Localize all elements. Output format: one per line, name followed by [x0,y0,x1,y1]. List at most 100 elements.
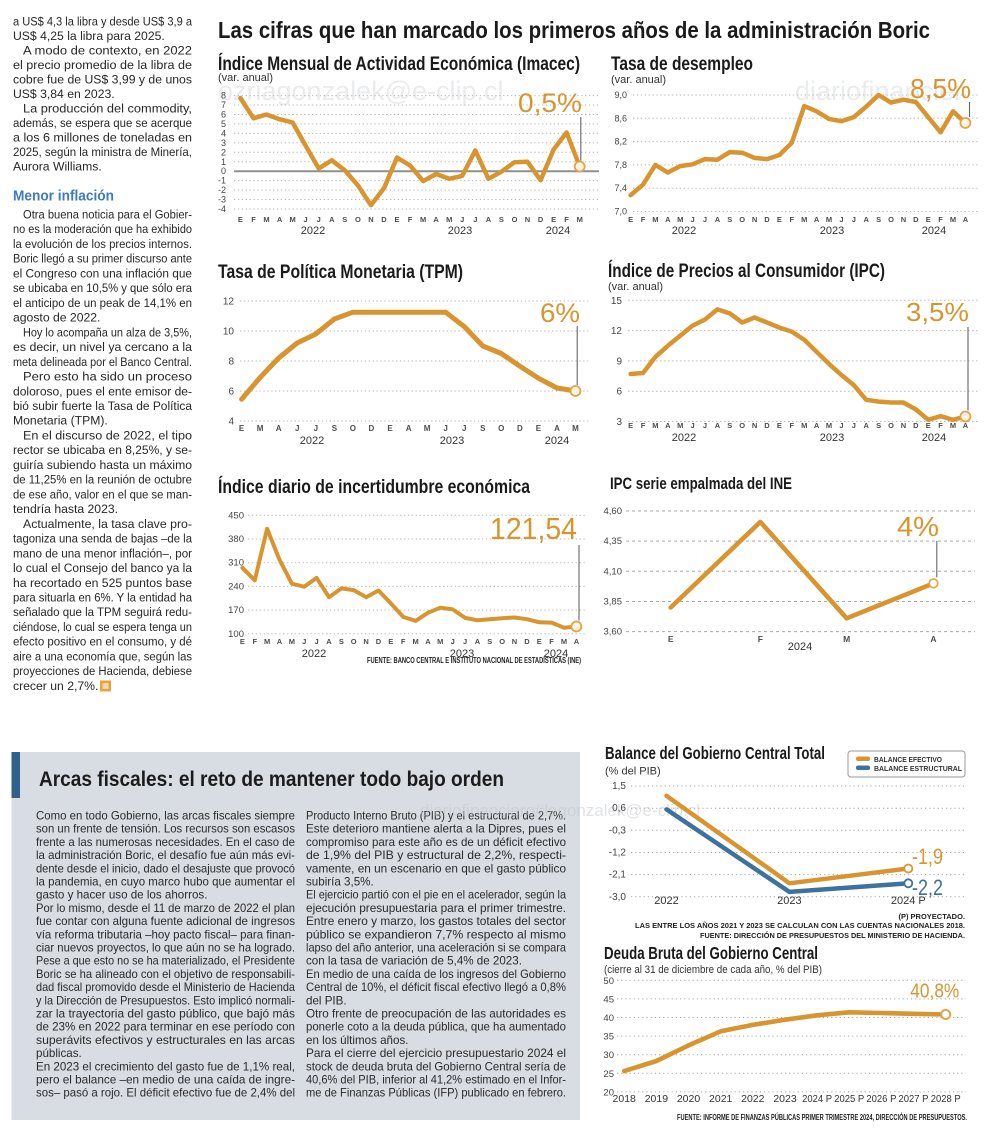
svg-text:(var. anual): (var. anual) [611,74,666,86]
svg-text:de 11,25% en la reunión de oct: de 11,25% en la reunión de octubre [13,473,192,487]
svg-text:S: S [727,215,732,224]
svg-text:lapso del año anterior, una ac: lapso del año anterior, una aceleración … [306,942,567,955]
svg-text:J: J [852,421,856,430]
svg-text:M: M [263,215,269,224]
svg-text:F: F [938,215,943,224]
svg-text:7,8: 7,8 [614,160,627,170]
svg-text:señalado que la TPM seguirá re: señalado que la TPM seguirá redu- [13,605,192,619]
svg-text:A: A [425,637,431,646]
svg-text:A: A [475,637,481,646]
svg-text:el Congreso con una inflación: el Congreso con una inflación que [13,266,192,280]
svg-text:gasto y hacer uso de los ahorr: gasto y hacer uso de los ahorros. [36,889,207,902]
svg-text:a los 6 millones de toneladas: a los 6 millones de toneladas en [13,131,192,145]
svg-text:-2: -2 [218,185,226,195]
svg-text:N: N [512,637,517,646]
svg-text:ha recortado en 525 puntos bas: ha recortado en 525 puntos base [13,576,192,590]
svg-text:8,2: 8,2 [614,137,627,147]
svg-text:2024: 2024 [788,641,812,653]
svg-text:A: A [554,424,560,433]
svg-text:2023: 2023 [773,1093,797,1105]
svg-text:2022: 2022 [301,225,325,237]
svg-text:E: E [537,637,542,646]
svg-text:frente a las numerosas necesid: frente a las numerosas necesidades. En e… [36,836,295,849]
svg-text:F: F [938,421,943,430]
svg-text:E: E [628,215,633,224]
svg-text:E: E [536,424,542,433]
svg-text:Las cifras que han marcado los: Las cifras que han marcado los primeros … [218,17,930,43]
svg-text:M: M [801,215,807,224]
svg-text:2024: 2024 [922,432,946,444]
svg-text:2022: 2022 [302,648,326,660]
svg-text:-2,1: -2,1 [609,870,627,881]
svg-text:F: F [253,637,258,646]
svg-text:15: 15 [611,296,623,307]
svg-text:a US$ 4,3 la libra y desde US$: a US$ 4,3 la libra y desde US$ 3,9 a [13,15,192,29]
svg-text:6%: 6% [540,298,580,328]
svg-text:O: O [498,424,504,433]
svg-text:4: 4 [221,128,226,138]
svg-text:0,6: 0,6 [612,803,626,814]
svg-text:F: F [641,215,646,224]
svg-text:S: S [487,637,492,646]
svg-text:4,60: 4,60 [604,506,623,517]
svg-text:A: A [963,215,969,224]
svg-text:J: J [691,421,695,430]
svg-text:M: M [424,424,431,433]
svg-text:A modo de contexto, en 2022: A modo de contexto, en 2022 [23,44,192,58]
svg-text:M: M [289,215,295,224]
svg-text:M: M [561,637,567,646]
svg-text:E: E [240,637,245,646]
svg-text:F: F [641,421,646,430]
svg-text:0: 0 [221,166,226,176]
svg-text:M: M [677,215,683,224]
svg-text:J: J [451,637,455,646]
svg-text:A: A [814,421,820,430]
svg-text:2023: 2023 [820,225,844,237]
svg-text:no es la moderación que ha exh: no es la moderación que ha exhibido [13,222,192,236]
svg-text:2022: 2022 [741,1093,765,1105]
svg-text:proyecciones de Hacienda, debi: proyecciones de Hacienda, debiese [13,664,192,678]
svg-text:N: N [363,637,368,646]
svg-text:En 2023 el crecimiento del gas: En 2023 el crecimiento del gasto fue de … [36,1060,295,1073]
svg-text:(% del PIB): (% del PIB) [605,766,661,778]
svg-text:además, se espera que se acerq: además, se espera que se acerque [13,116,192,130]
svg-text:M: M [446,215,452,224]
svg-text:Este deterioro mantiene alerta: Este deterioro mantiene alerta a la Dipr… [306,823,566,836]
svg-text:M: M [826,215,832,224]
svg-text:4: 4 [228,417,234,428]
svg-text:N: N [901,215,906,224]
svg-text:M: M [652,421,658,430]
svg-text:F: F [564,215,569,224]
svg-text:F: F [401,637,406,646]
svg-text:M: M [950,215,956,224]
svg-text:E: E [239,424,245,433]
svg-text:compromiso para este año es de: compromiso para este año es de un défici… [306,836,566,849]
svg-text:para situarla en 6%. Y la enti: para situarla en 6%. Y la entidad ha [13,591,192,605]
svg-text:9,0: 9,0 [614,90,627,100]
svg-text:2027 P: 2027 P [899,1093,929,1105]
svg-text:E: E [394,215,399,224]
svg-text:FUENTE: BANCO CENTRAL E INSTIT: FUENTE: BANCO CENTRAL E INSTITUTO NACION… [367,656,581,665]
svg-text:J: J [443,424,447,433]
svg-text:Índice diario de incertidumbre: Índice diario de incertidumbre económica [218,476,530,498]
svg-text:D: D [369,424,375,433]
svg-text:8: 8 [228,357,234,368]
svg-text:meta delineada por el Banco Ce: meta delineada por el Banco Central. [13,355,192,369]
svg-text:N: N [901,421,906,430]
svg-text:Pese a que esto no se ha mater: Pese a que esto no se ha materializado, … [36,955,295,968]
svg-text:2022: 2022 [300,435,324,447]
svg-text:aire a una economía que, según: aire a una economía que, según las [13,649,192,663]
svg-text:(cierre al 31 de diciembre de: (cierre al 31 de diciembre de cada año, … [604,964,822,976]
svg-text:A: A [433,215,439,224]
svg-text:fue contar con alguna fuente a: fue contar con alguna fuente adicional d… [36,915,295,928]
svg-text:2024: 2024 [545,435,569,447]
svg-text:45: 45 [603,994,614,1005]
svg-text:J: J [703,215,707,224]
svg-text:Pero esto ha sido un proceso: Pero esto ha sido un proceso [23,370,192,384]
svg-text:ciéndose, lo cual se espera te: ciéndose, lo cual se espera tenga un [13,620,192,634]
svg-text:7,0: 7,0 [614,207,627,217]
svg-text:Tasa de desempleo: Tasa de desempleo [611,54,753,75]
svg-text:M: M [257,424,264,433]
svg-text:12: 12 [611,326,623,337]
svg-text:es decir, un nivel ya cercano: es decir, un nivel ya cercano a la [13,340,192,354]
